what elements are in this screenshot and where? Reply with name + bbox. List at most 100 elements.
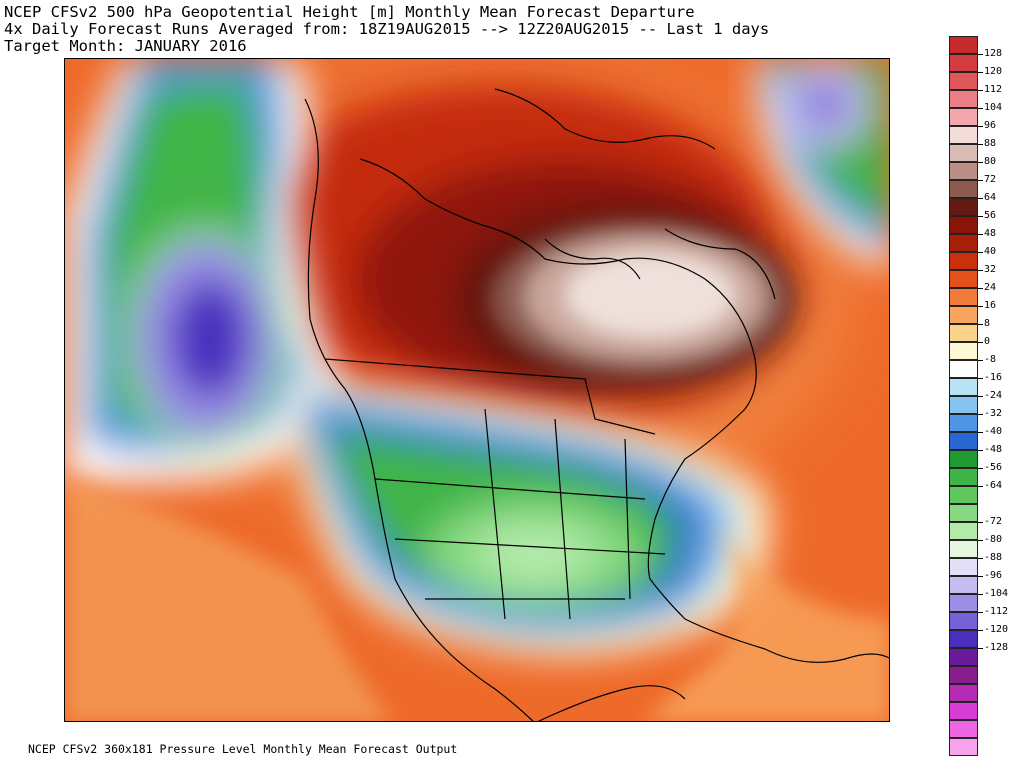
transition-band-south [65, 479, 889, 721]
legend-swatch [949, 720, 978, 738]
legend-label: 24 [984, 282, 997, 293]
legend-tick [977, 396, 983, 397]
legend-label: 128 [984, 48, 1003, 59]
legend-tick [977, 324, 983, 325]
legend-label: 120 [984, 66, 1003, 77]
legend-tick [977, 162, 983, 163]
legend-tick [977, 612, 983, 613]
legend-tick [977, 72, 983, 73]
legend-swatch [949, 72, 978, 90]
legend-swatch [949, 702, 978, 720]
legend-label: 56 [984, 210, 997, 221]
coastlines [304, 88, 889, 721]
negative-anomaly-atlantic [755, 59, 889, 269]
legend-label: -32 [984, 408, 1003, 419]
legend-swatch [949, 486, 978, 504]
legend-label: -56 [984, 462, 1003, 473]
legend-tick [977, 558, 983, 559]
legend-swatch [949, 504, 978, 522]
legend-swatch [949, 108, 978, 126]
legend-tick [977, 432, 983, 433]
legend-label: -24 [984, 390, 1003, 401]
positive-anomaly-peak [490, 221, 790, 377]
legend-label: 112 [984, 84, 1003, 95]
legend-swatch [949, 90, 978, 108]
legend-tick [977, 144, 983, 145]
legend-swatch [949, 270, 978, 288]
legend-swatch [949, 738, 978, 756]
legend-label: 40 [984, 246, 997, 257]
legend-swatch [949, 396, 978, 414]
legend-tick [977, 126, 983, 127]
legend-label: 32 [984, 264, 997, 275]
legend-tick [977, 198, 983, 199]
legend-tick [977, 576, 983, 577]
legend-tick [977, 414, 983, 415]
legend-swatch [949, 144, 978, 162]
legend-swatch [949, 612, 978, 630]
legend-swatch [949, 54, 978, 72]
legend-tick [977, 342, 983, 343]
legend-swatch [949, 162, 978, 180]
legend-tick [977, 360, 983, 361]
legend-swatch [949, 324, 978, 342]
legend-swatch [949, 468, 978, 486]
legend-tick [977, 450, 983, 451]
legend-label: 8 [984, 318, 991, 329]
legend-label: -120 [984, 624, 1009, 635]
legend-label: -64 [984, 480, 1003, 491]
legend-label: -88 [984, 552, 1003, 563]
legend-label: -48 [984, 444, 1003, 455]
negative-anomaly-pacific [65, 59, 345, 484]
legend-tick [977, 234, 983, 235]
legend-swatch [949, 180, 978, 198]
legend-tick [977, 486, 983, 487]
legend-swatch [949, 288, 978, 306]
title-line-3: Target Month: JANUARY 2016 [4, 37, 247, 55]
title-block: NCEP CFSv2 500 hPa Geopotential Height [… [4, 4, 769, 55]
legend-swatch [949, 522, 978, 540]
legend-swatch [949, 126, 978, 144]
legend-tick [977, 594, 983, 595]
legend-label: 16 [984, 300, 997, 311]
legend-label: -40 [984, 426, 1003, 437]
legend-swatch [949, 558, 978, 576]
legend-label: -8 [984, 354, 997, 365]
legend-swatch [949, 252, 978, 270]
legend-swatch [949, 378, 978, 396]
legend-tick [977, 648, 983, 649]
legend-label: -72 [984, 516, 1003, 527]
legend-label: 80 [984, 156, 997, 167]
legend-tick [977, 288, 983, 289]
legend-tick [977, 216, 983, 217]
legend-swatch [949, 630, 978, 648]
legend-swatch [949, 594, 978, 612]
legend-tick [977, 54, 983, 55]
legend-swatch [949, 198, 978, 216]
forecast-map [64, 58, 890, 722]
legend-tick [977, 468, 983, 469]
legend-swatch [949, 432, 978, 450]
legend-swatch [949, 450, 978, 468]
footer-caption: NCEP CFSv2 360x181 Pressure Level Monthl… [28, 742, 458, 756]
legend-tick [977, 630, 983, 631]
legend-swatch [949, 36, 978, 54]
legend-tick [977, 108, 983, 109]
legend-label: 48 [984, 228, 997, 239]
legend-swatch [949, 306, 978, 324]
legend-label: 0 [984, 336, 991, 347]
legend-label: 88 [984, 138, 997, 149]
legend-label: -80 [984, 534, 1003, 545]
legend-label: -16 [984, 372, 1003, 383]
negative-anomaly-us [285, 379, 769, 656]
legend-swatch [949, 666, 978, 684]
legend-label: -112 [984, 606, 1009, 617]
legend-tick [977, 252, 983, 253]
title-line-2: 4x Daily Forecast Runs Averaged from: 18… [4, 20, 770, 38]
legend-swatch [949, 684, 978, 702]
legend-label: 64 [984, 192, 997, 203]
legend-swatch [949, 414, 978, 432]
title-line-1: NCEP CFSv2 500 hPa Geopotential Height [… [4, 3, 695, 21]
legend-swatch [949, 540, 978, 558]
legend-label: 96 [984, 120, 997, 131]
